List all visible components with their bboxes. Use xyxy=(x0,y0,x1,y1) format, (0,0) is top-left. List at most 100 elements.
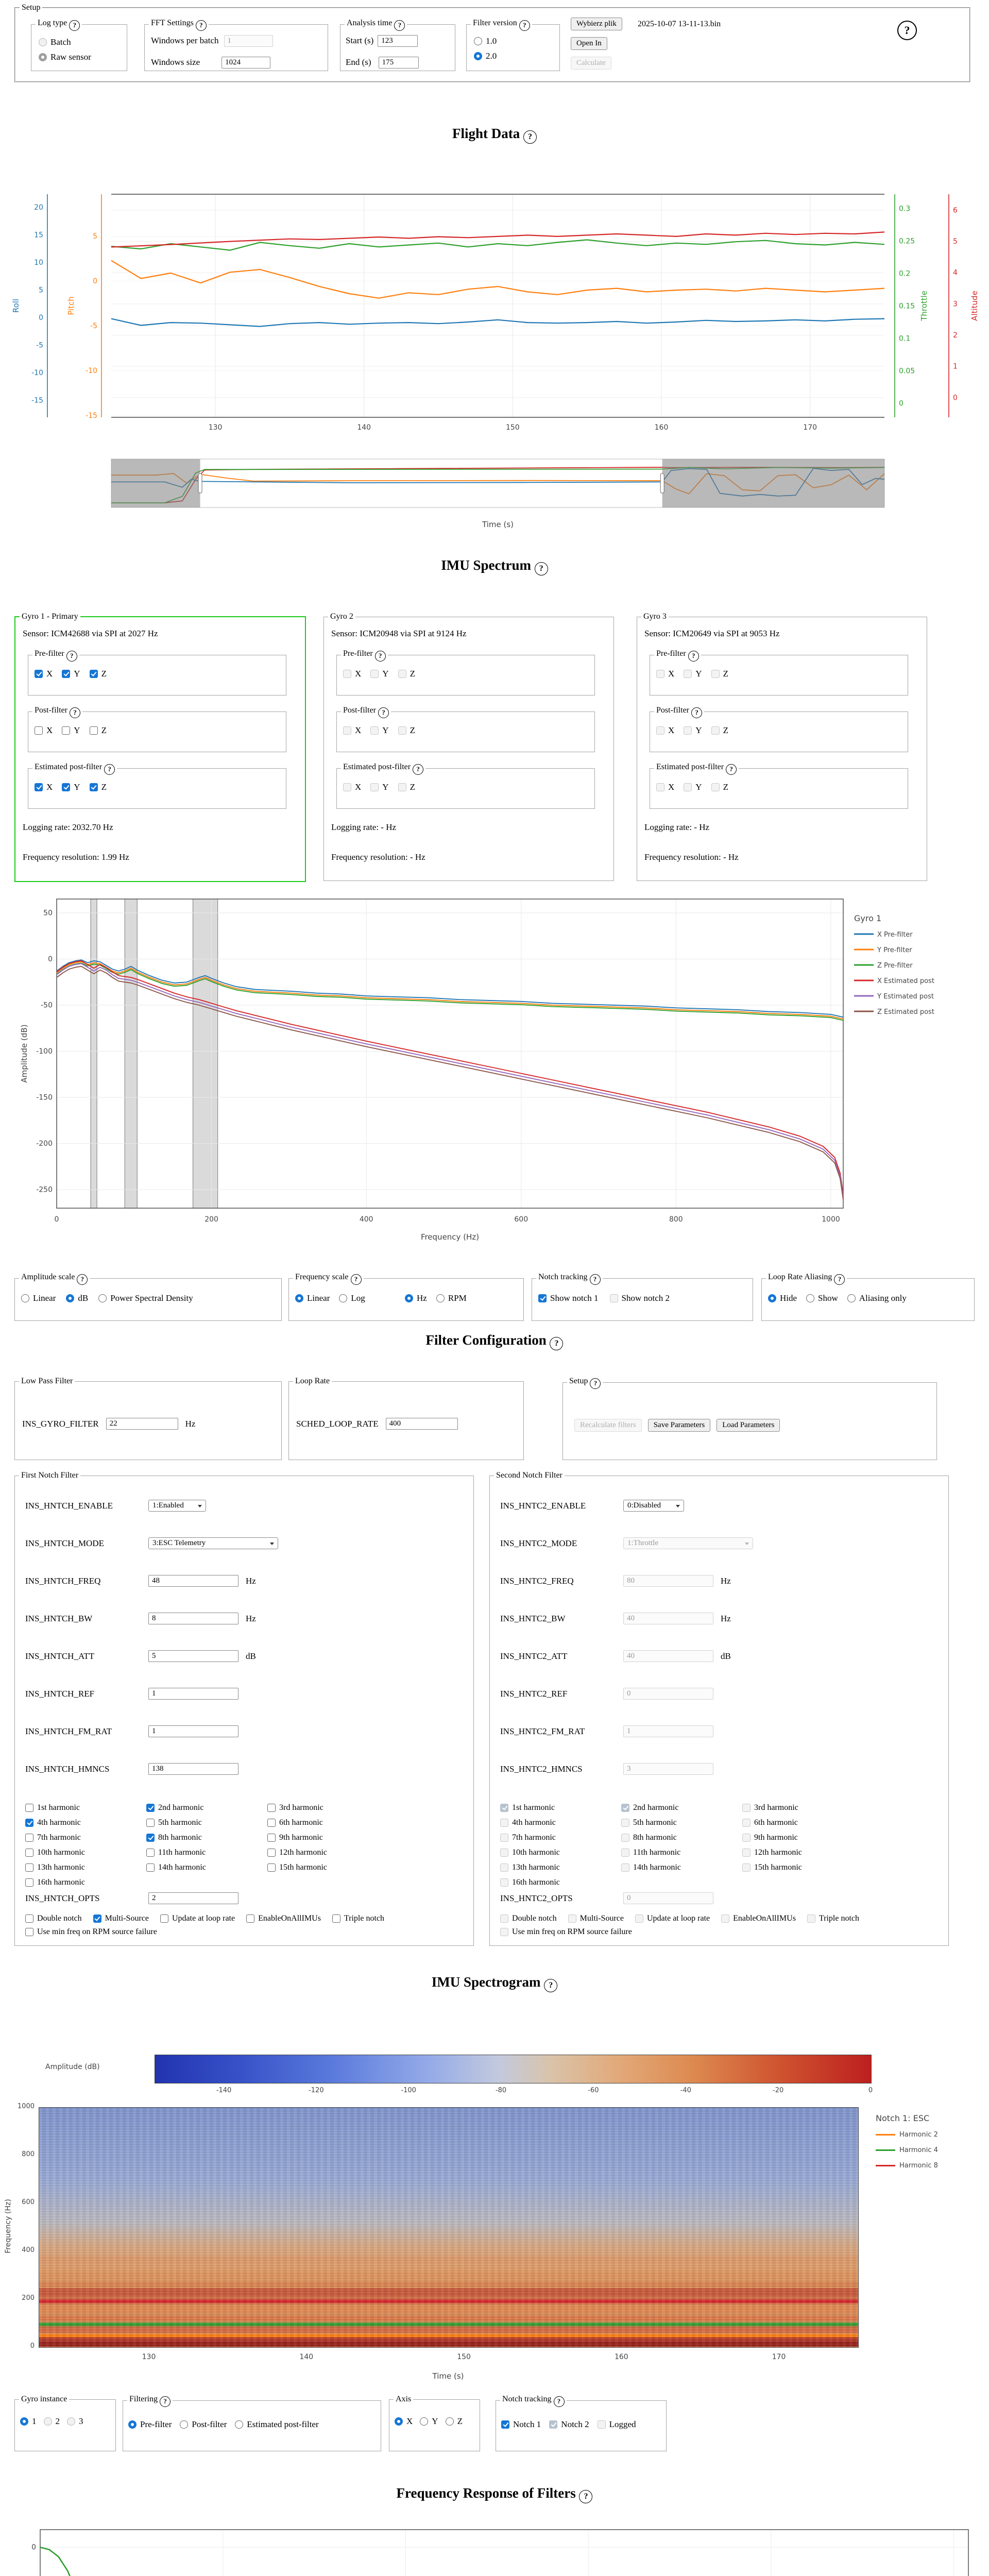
checkbox-option[interactable]: 9th harmonic xyxy=(267,1833,388,1842)
radio-option[interactable]: 1.0 xyxy=(474,36,497,46)
checkbox-option[interactable]: Z xyxy=(89,725,107,736)
radio-icon[interactable] xyxy=(445,2417,454,2426)
checkbox-icon[interactable] xyxy=(146,1804,155,1812)
help-icon[interactable]: ? xyxy=(374,650,386,662)
checkbox-option[interactable]: 5th harmonic xyxy=(146,1818,267,1827)
hntch-input[interactable]: 5 xyxy=(148,1650,238,1662)
checkbox-icon[interactable] xyxy=(93,1914,101,1923)
help-icon[interactable]: ? xyxy=(688,650,699,662)
checkbox-icon[interactable] xyxy=(267,1834,276,1842)
checkbox-option[interactable]: Z xyxy=(89,782,107,792)
radio-option[interactable]: Show xyxy=(806,1293,838,1303)
help-icon[interactable]: ? xyxy=(519,20,530,31)
checkbox-icon[interactable] xyxy=(267,1849,276,1857)
ins-gyro-filter-input[interactable]: 22 xyxy=(106,1418,178,1430)
checkbox-option[interactable]: 11th harmonic xyxy=(146,1848,267,1857)
radio-icon[interactable] xyxy=(66,1294,75,1302)
radio-icon[interactable] xyxy=(339,1294,348,1302)
radio-option[interactable]: X xyxy=(395,2416,413,2427)
radio-icon[interactable] xyxy=(420,2417,429,2426)
checkbox-option[interactable]: 10th harmonic xyxy=(25,1848,146,1857)
sched-loop-rate-input[interactable]: 400 xyxy=(385,1418,458,1430)
help-icon[interactable]: ? xyxy=(589,1274,601,1285)
radio-option[interactable]: RPM xyxy=(436,1293,467,1303)
checkbox-option[interactable]: 4th harmonic xyxy=(25,1818,146,1827)
checkbox-option[interactable]: Y xyxy=(62,782,80,792)
checkbox-icon[interactable] xyxy=(62,669,71,678)
help-icon[interactable]: ? xyxy=(726,764,737,775)
hntch-input[interactable]: 138 xyxy=(148,1763,238,1775)
checkbox-option[interactable]: Y xyxy=(62,725,80,736)
hntch-input[interactable]: 48 xyxy=(148,1575,238,1587)
checkbox-icon[interactable] xyxy=(89,726,98,735)
help-icon[interactable]: ? xyxy=(523,130,537,144)
radio-option[interactable]: Log xyxy=(339,1293,365,1303)
help-icon[interactable]: ? xyxy=(413,764,424,775)
radio-icon[interactable] xyxy=(405,1294,413,1302)
time-range-selector[interactable]: Time (s) xyxy=(0,456,989,533)
checkbox-icon[interactable] xyxy=(25,1804,33,1812)
hntch-input[interactable]: 1 xyxy=(148,1725,238,1737)
checkbox-option[interactable]: Double notch xyxy=(25,1914,82,1923)
checkbox-option[interactable]: 2nd harmonic xyxy=(146,1803,267,1812)
window-size-input[interactable]: 1024 xyxy=(221,56,271,69)
radio-icon[interactable] xyxy=(474,52,482,60)
checkbox-option[interactable]: Z xyxy=(89,669,107,679)
help-icon[interactable]: ? xyxy=(66,650,77,662)
imu-spectrum-chart[interactable]: 0 200 400 600 800 1000 50 0 -50 -100 -150 -200 -250 A… xyxy=(0,891,989,1267)
radio-icon[interactable] xyxy=(768,1294,776,1302)
radio-option[interactable]: Estimated post-filter xyxy=(235,2419,319,2430)
checkbox-option[interactable]: EnableOnAllIMUs xyxy=(246,1914,321,1923)
help-icon[interactable]: ? xyxy=(195,20,207,31)
radio-option[interactable]: Hide xyxy=(768,1293,797,1303)
checkbox-icon[interactable] xyxy=(35,783,43,791)
checkbox-icon[interactable] xyxy=(267,1819,276,1827)
radio-icon[interactable] xyxy=(295,1294,303,1302)
radio-option[interactable]: 1 xyxy=(20,2416,37,2427)
checkbox-icon[interactable] xyxy=(62,726,71,735)
help-icon[interactable]: ? xyxy=(579,2490,593,2503)
checkbox-option[interactable]: 1st harmonic xyxy=(25,1803,146,1812)
checkbox-icon[interactable] xyxy=(146,1863,155,1872)
radio-icon[interactable] xyxy=(806,1294,815,1302)
hntch-input[interactable]: 8 xyxy=(148,1613,238,1624)
radio-option[interactable]: Pre-filter xyxy=(128,2419,172,2430)
help-icon[interactable]: ? xyxy=(834,1274,845,1285)
radio-icon[interactable] xyxy=(128,2420,137,2429)
hntch-select[interactable]: 3:ESC Telemetry xyxy=(148,1537,278,1549)
help-icon[interactable]: ? xyxy=(544,1979,558,1992)
help-icon[interactable]: ? xyxy=(553,2396,565,2407)
end-input[interactable]: 175 xyxy=(378,56,419,69)
checkbox-icon[interactable] xyxy=(146,1819,155,1827)
checkbox-option[interactable]: 8th harmonic xyxy=(146,1833,267,1842)
save-parameters-button[interactable]: Save Parameters xyxy=(647,1418,711,1432)
checkbox-option[interactable]: Notch 1 xyxy=(501,2419,541,2430)
open-in-button[interactable]: Open In xyxy=(571,37,607,50)
checkbox-icon[interactable] xyxy=(25,1928,33,1936)
checkbox-option[interactable]: Update at loop rate xyxy=(160,1914,235,1923)
checkbox-option[interactable]: 15th harmonic xyxy=(267,1863,388,1872)
radio-option[interactable]: 2.0 xyxy=(474,51,497,61)
load-parameters-button[interactable]: Load Parameters xyxy=(717,1418,780,1432)
checkbox-option[interactable]: Multi-Source xyxy=(93,1914,149,1923)
radio-icon[interactable] xyxy=(98,1294,107,1302)
radio-option[interactable]: Linear xyxy=(21,1293,56,1303)
help-icon[interactable]: ? xyxy=(69,20,80,31)
checkbox-option[interactable]: 3rd harmonic xyxy=(267,1803,388,1812)
amplitude-response-chart[interactable]: 020040060080010000-50-100-150-200-250Amp… xyxy=(0,2524,989,2576)
checkbox-option[interactable]: X xyxy=(35,782,53,792)
spectrogram-heatmap[interactable] xyxy=(39,2107,859,2348)
checkbox-icon[interactable] xyxy=(62,783,71,791)
radio-icon[interactable] xyxy=(235,2420,244,2429)
page-help-icon[interactable]: ? xyxy=(897,21,917,40)
checkbox-option[interactable]: X xyxy=(35,725,53,736)
radio-icon[interactable] xyxy=(474,37,482,45)
radio-option[interactable]: Z xyxy=(445,2416,463,2427)
checkbox-icon[interactable] xyxy=(35,669,43,678)
checkbox-icon[interactable] xyxy=(25,1819,33,1827)
start-input[interactable]: 123 xyxy=(378,35,418,47)
checkbox-icon[interactable] xyxy=(246,1914,255,1923)
radio-option[interactable]: Power Spectral Density xyxy=(98,1293,193,1303)
radio-option[interactable]: Hz xyxy=(405,1293,427,1303)
hntch-opts-input[interactable]: 2 xyxy=(148,1892,238,1904)
